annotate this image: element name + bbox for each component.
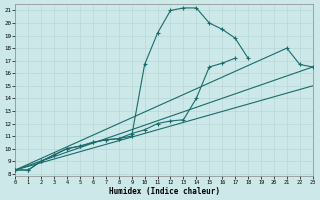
X-axis label: Humidex (Indice chaleur): Humidex (Indice chaleur) <box>108 187 220 196</box>
